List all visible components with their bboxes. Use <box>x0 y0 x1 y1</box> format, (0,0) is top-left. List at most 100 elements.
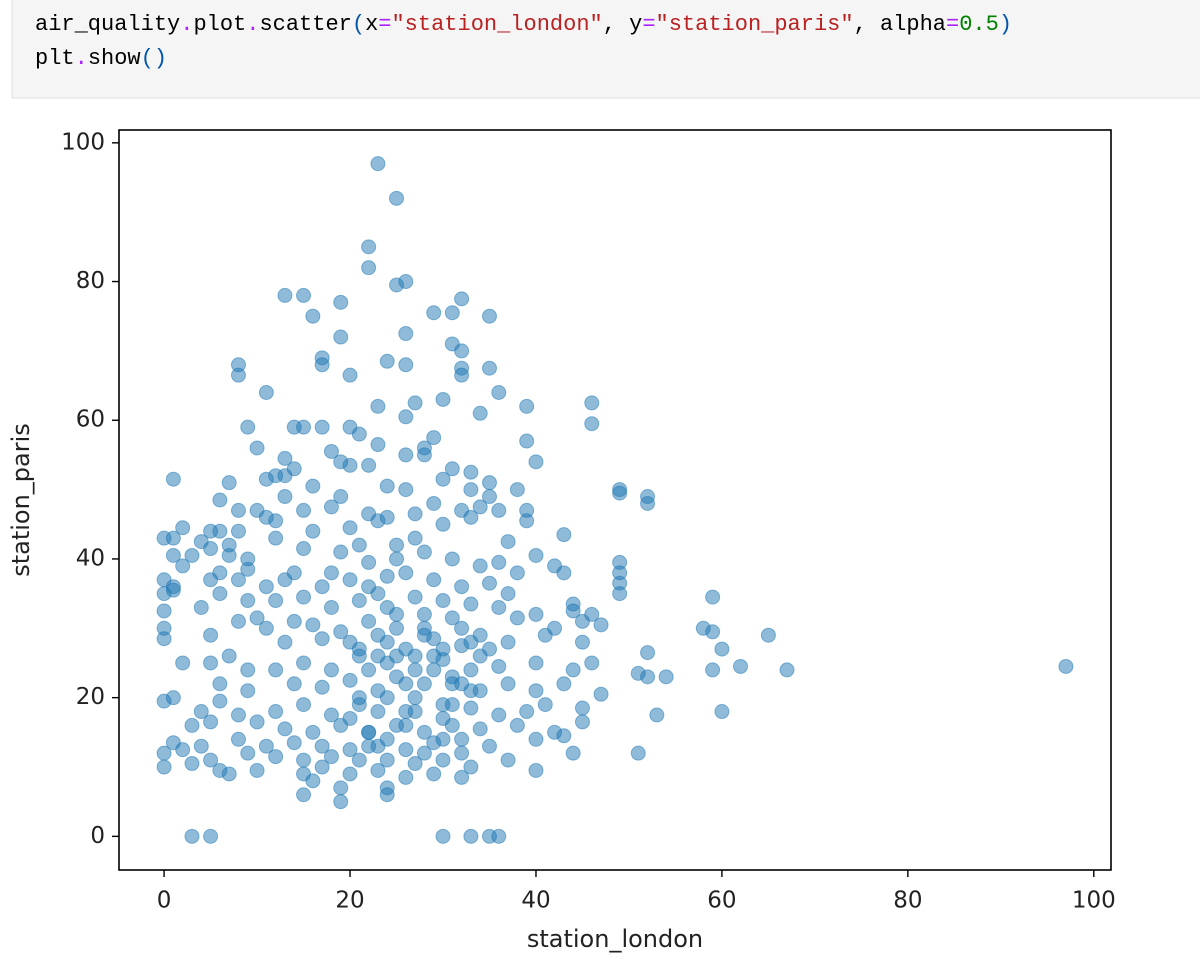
scatter-point <box>230 613 246 629</box>
scatter-point <box>296 655 312 671</box>
code-cell <box>11 0 1200 99</box>
scatter-point <box>454 745 470 761</box>
code-line: air_quality.plot.scatter(x="station_lond… <box>35 12 1012 37</box>
scatter-point <box>389 190 405 206</box>
scatter-point <box>444 461 460 477</box>
scatter-point <box>305 308 321 324</box>
scatter-point <box>296 419 312 435</box>
y-tick-label: 60 <box>76 407 105 433</box>
scatter-point <box>277 468 293 484</box>
scatter-point <box>481 308 497 324</box>
scatter-point <box>705 662 721 678</box>
scatter-point <box>333 544 349 560</box>
scatter-point <box>398 482 414 498</box>
scatter-point <box>342 672 358 688</box>
scatter-point <box>379 599 395 615</box>
scatter-point <box>509 610 525 626</box>
scatter-point <box>416 627 432 643</box>
scatter-point <box>593 617 609 633</box>
scatter-point <box>212 523 228 539</box>
scatter-point <box>230 731 246 747</box>
scatter-point <box>519 513 535 529</box>
scatter-point <box>407 589 423 605</box>
scatter-point <box>407 506 423 522</box>
scatter-point <box>435 752 451 768</box>
scatter-point <box>193 738 209 754</box>
scatter-point <box>398 704 414 720</box>
scatter-point <box>175 655 191 671</box>
scatter-point <box>333 794 349 810</box>
scatter-point <box>463 464 479 480</box>
scatter-point <box>444 551 460 567</box>
y-tick-label: 100 <box>61 129 105 155</box>
scatter-point <box>370 398 386 414</box>
scatter-point <box>277 450 293 466</box>
scatter-point <box>398 769 414 785</box>
scatter-point <box>491 707 507 723</box>
scatter-point <box>212 586 228 602</box>
scatter-point <box>323 565 339 581</box>
scatter-point <box>165 690 181 706</box>
scatter-point <box>640 645 656 661</box>
scatter-point <box>323 443 339 459</box>
code-token: . <box>75 46 88 71</box>
y-axis-label: station_paris <box>7 423 35 577</box>
scatter-point <box>398 717 414 733</box>
scatter-point <box>314 738 330 754</box>
scatter-point <box>230 367 246 383</box>
scatter-point <box>500 586 516 602</box>
scatter-point <box>268 530 284 546</box>
scatter-point <box>296 752 312 768</box>
scatter-point <box>389 537 405 553</box>
scatter-point <box>612 485 628 501</box>
scatter-point <box>351 537 367 553</box>
scatter-point <box>370 704 386 720</box>
scatter-point <box>305 773 321 789</box>
scatter-point <box>389 620 405 636</box>
scatter-point <box>398 326 414 342</box>
scatter-point <box>491 828 507 844</box>
scatter-point <box>258 385 274 401</box>
plot-area: 0 20 40 60 80 100 0 20 40 60 80 100 <box>61 129 1116 913</box>
scatter-point <box>454 579 470 595</box>
code-token: = <box>378 12 391 37</box>
scatter-point <box>184 828 200 844</box>
scatter-point <box>528 762 544 778</box>
scatter-point <box>165 471 181 487</box>
scatter-point <box>240 662 256 678</box>
scatter-point <box>426 495 442 511</box>
scatter-point <box>779 662 795 678</box>
scatter-point <box>165 547 181 563</box>
x-tick-label: 20 <box>335 888 364 914</box>
scatter-point <box>230 707 246 723</box>
code-token: x <box>365 12 378 37</box>
scatter-point <box>277 572 293 588</box>
scatter-point <box>351 593 367 609</box>
scatter-point <box>454 291 470 307</box>
code-token: ) <box>154 46 167 71</box>
scatter-point <box>612 586 628 602</box>
scatter-point <box>305 523 321 539</box>
scatter-point <box>323 662 339 678</box>
scatter-point <box>351 426 367 442</box>
scatter-point <box>268 662 284 678</box>
scatter-point <box>491 554 507 570</box>
scatter-point <box>193 704 209 720</box>
scatter-point <box>221 648 237 664</box>
scatter-point <box>463 662 479 678</box>
scatter-point <box>323 599 339 615</box>
scatter-point <box>268 513 284 529</box>
scatter-point <box>714 641 730 657</box>
scatter-point <box>370 648 386 664</box>
scatter-point <box>416 745 432 761</box>
scatter-point <box>426 430 442 446</box>
code-token: "station_paris" <box>656 12 854 37</box>
scatter-point <box>454 343 470 359</box>
scatter-point <box>370 437 386 453</box>
scatter-point <box>342 710 358 726</box>
scatter-point <box>156 745 172 761</box>
scatter-point <box>649 707 665 723</box>
scatter-point <box>323 499 339 515</box>
scatter-point <box>733 658 749 674</box>
scatter-point <box>640 669 656 685</box>
